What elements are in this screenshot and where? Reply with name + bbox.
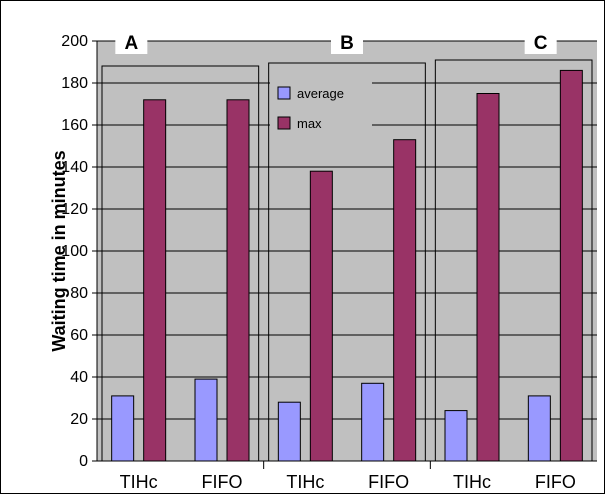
x-category-label: TIHc xyxy=(286,472,324,492)
y-axis-label: Waiting time in minutes xyxy=(49,150,69,351)
y-tick-label: 160 xyxy=(61,117,88,134)
x-category-label: FIFO xyxy=(368,472,409,492)
y-tick-label: 200 xyxy=(61,33,88,50)
bar-average-fifo xyxy=(527,395,551,462)
group-label-bg xyxy=(115,32,148,54)
gridlines xyxy=(97,40,597,420)
x-category-label: FIFO xyxy=(202,472,243,492)
x-category-label: TIHc xyxy=(453,472,491,492)
y-tick-label: 100 xyxy=(61,243,88,260)
y-tick-label: 40 xyxy=(70,369,88,386)
group-label: B xyxy=(340,33,354,54)
bar-average-fifo xyxy=(361,382,385,462)
y-tick-label: 0 xyxy=(79,453,88,470)
bar-average-fifo xyxy=(194,378,218,462)
legend: average max xyxy=(270,78,372,144)
y-tick-label: 20 xyxy=(70,411,88,428)
legend-swatch-max xyxy=(277,116,291,130)
group-label: C xyxy=(534,33,548,54)
y-tick-label: 80 xyxy=(70,285,88,302)
bar-max-fifo xyxy=(393,139,417,462)
group-label-bg xyxy=(524,32,557,54)
y-tick-label: 120 xyxy=(61,201,88,218)
x-category-label: FIFO xyxy=(535,472,576,492)
bar-average-tihc xyxy=(277,401,301,462)
bar-average-tihc xyxy=(111,395,135,462)
bars xyxy=(111,69,583,462)
legend-swatch-average xyxy=(277,86,291,100)
group-label-bg xyxy=(331,32,363,54)
bar-average-tihc xyxy=(444,410,468,462)
y-tick-label: 180 xyxy=(61,75,88,92)
y-tick-label: 60 xyxy=(70,327,88,344)
labels: 0 20 40 60 80 100 120 140 160 180 200 A B C TIHc FIFO TI… xyxy=(61,32,576,492)
y-tick-label: 140 xyxy=(61,159,88,176)
legend-label-average: average xyxy=(297,86,344,101)
group-label: A xyxy=(124,33,138,54)
bar-max-tihc xyxy=(476,93,500,462)
x-category-label: TIHc xyxy=(120,472,158,492)
bar-max-fifo xyxy=(226,99,250,462)
bar-max-tihc xyxy=(309,170,333,462)
bar-max-fifo xyxy=(559,69,583,462)
legend-label-max: max xyxy=(297,116,322,131)
axes xyxy=(92,40,597,469)
bar-max-tihc xyxy=(143,99,167,462)
